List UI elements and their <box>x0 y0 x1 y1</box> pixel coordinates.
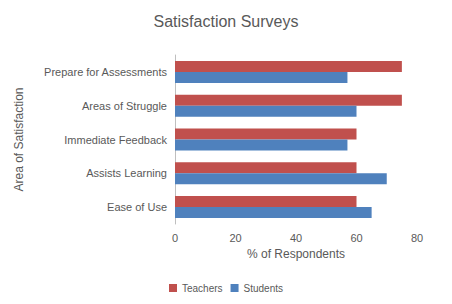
svg-text:20: 20 <box>229 232 241 244</box>
svg-text:Prepare for Assessments: Prepare for Assessments <box>44 66 167 78</box>
svg-text:0: 0 <box>172 232 178 244</box>
svg-text:Students: Students <box>244 283 283 294</box>
svg-text:Immediate Feedback: Immediate Feedback <box>64 134 167 146</box>
svg-text:% of Respondents: % of Respondents <box>247 247 345 261</box>
svg-text:Area of Satisfaction: Area of Satisfaction <box>12 87 26 191</box>
svg-text:60: 60 <box>350 232 362 244</box>
svg-text:40: 40 <box>290 232 302 244</box>
svg-text:80: 80 <box>411 232 423 244</box>
svg-text:Teachers: Teachers <box>182 283 223 294</box>
svg-text:Satisfaction Surveys: Satisfaction Surveys <box>154 13 299 30</box>
svg-text:Assists Learning: Assists Learning <box>86 167 167 179</box>
svg-text:Ease of Use: Ease of Use <box>107 201 167 213</box>
svg-text:Areas of Struggle: Areas of Struggle <box>82 100 167 112</box>
